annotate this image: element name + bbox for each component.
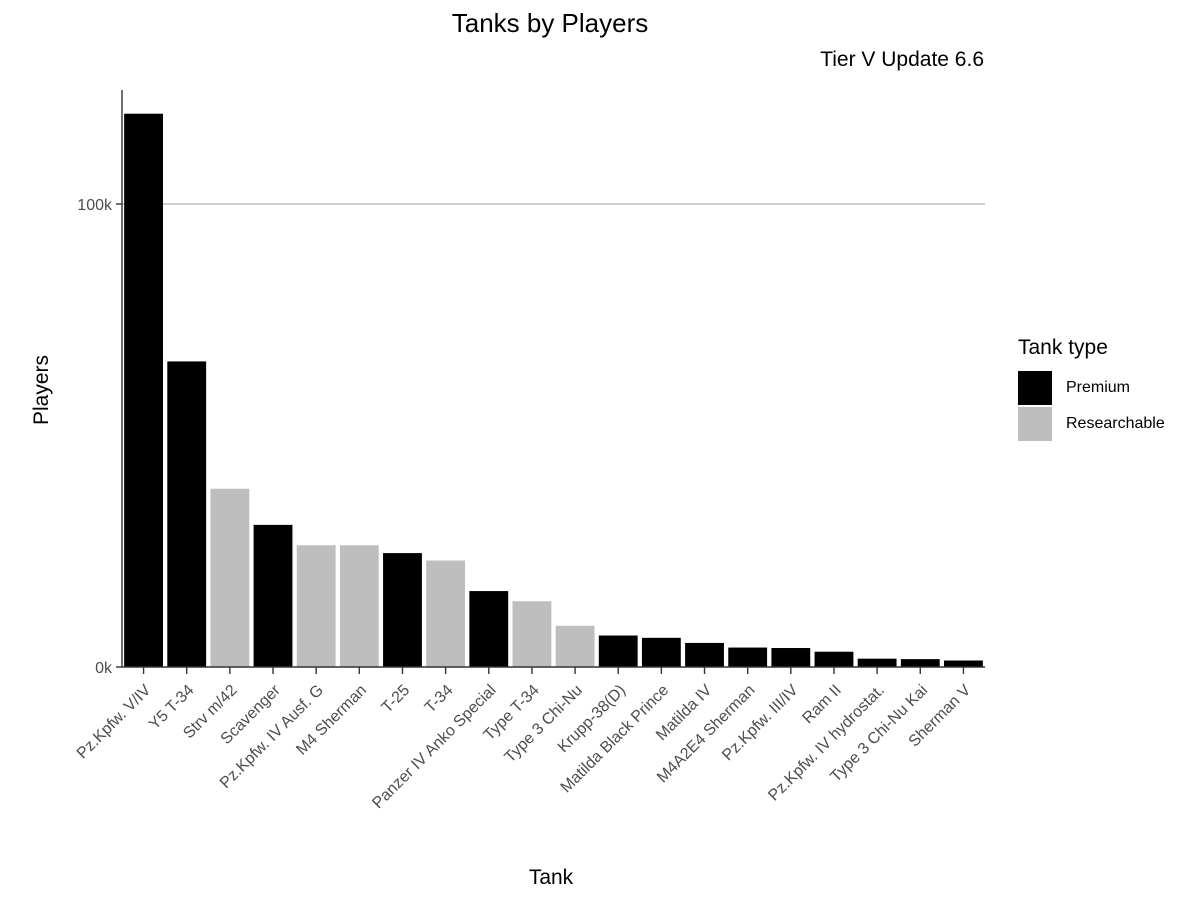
bar bbox=[857, 658, 897, 667]
legend-swatch-premium bbox=[1018, 371, 1052, 405]
legend-item-researchable: Researchable bbox=[1018, 406, 1198, 442]
x-tick-label: Pz.Kpfw. V/IV bbox=[74, 682, 155, 763]
bar bbox=[685, 642, 724, 667]
chart-subtitle: Tier V Update 6.6 bbox=[820, 48, 984, 71]
legend-title: Tank type bbox=[1018, 336, 1108, 359]
bar bbox=[167, 361, 207, 667]
x-tick-label: T-25 bbox=[379, 682, 414, 717]
legend-label-premium: Premium bbox=[1066, 379, 1131, 396]
y-axis-label: Players bbox=[30, 355, 53, 425]
legend-swatch-researchable bbox=[1018, 407, 1052, 441]
y-tick-label: 0k bbox=[95, 660, 113, 677]
bar bbox=[296, 545, 336, 667]
bar bbox=[728, 647, 768, 667]
chart-title: Tanks by Players bbox=[451, 8, 649, 38]
bar bbox=[512, 601, 552, 667]
y-tick-label: 100k bbox=[77, 197, 113, 214]
bar bbox=[771, 648, 811, 667]
x-tick-label: Type 3 Chi-Nu bbox=[502, 682, 586, 766]
bar bbox=[469, 591, 509, 667]
legend-label-researchable: Researchable bbox=[1066, 415, 1165, 432]
legend-item-premium: Premium bbox=[1018, 370, 1198, 406]
bar bbox=[598, 635, 638, 667]
legend: Tank type Premium Researchable bbox=[1018, 336, 1198, 442]
bar bbox=[555, 625, 595, 667]
x-tick-label: Pz.Kpfw. III/IV bbox=[719, 682, 802, 765]
bar bbox=[814, 651, 854, 667]
bar bbox=[641, 637, 681, 667]
x-axis-label: Tank bbox=[529, 866, 574, 889]
x-tick-label: T-34 bbox=[422, 682, 457, 717]
bar bbox=[944, 660, 983, 667]
bar bbox=[124, 113, 163, 668]
bar bbox=[426, 560, 466, 667]
bar bbox=[383, 553, 422, 667]
bar bbox=[900, 659, 940, 667]
bar bbox=[339, 545, 379, 667]
bar bbox=[210, 488, 250, 667]
bar bbox=[253, 524, 293, 667]
bars bbox=[124, 113, 983, 668]
